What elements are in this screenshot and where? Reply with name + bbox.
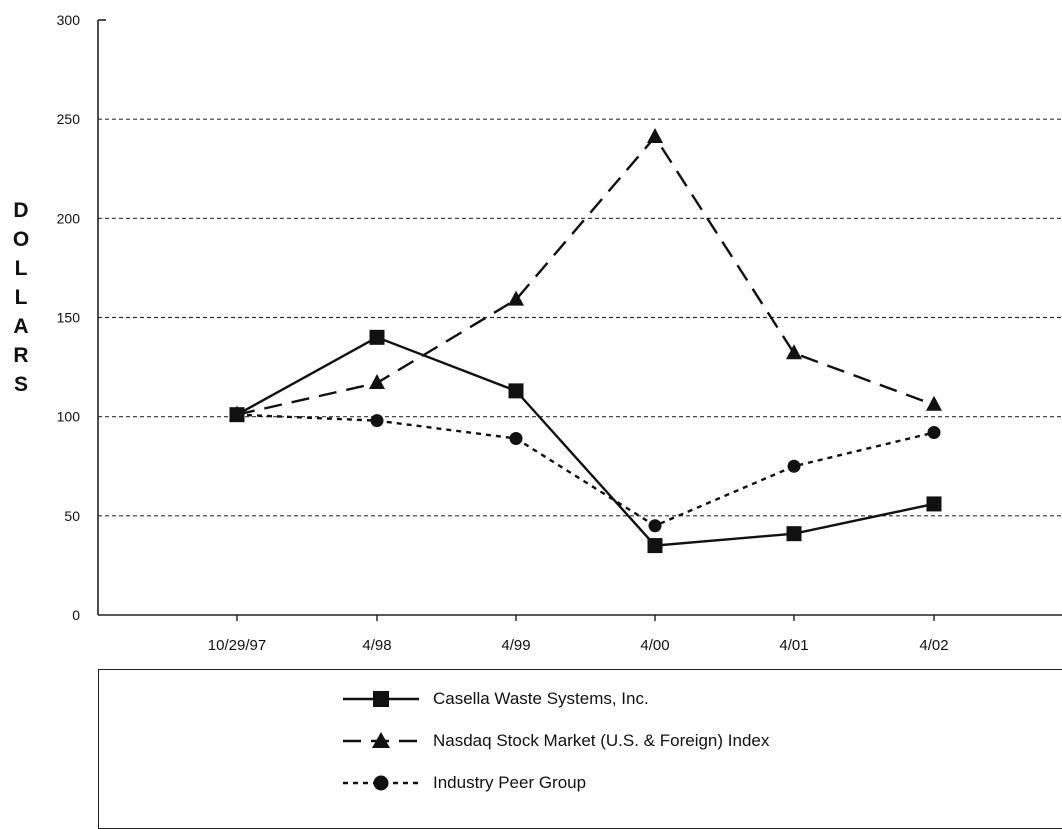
series-1-point-3 bbox=[647, 128, 663, 144]
series-0-point-4 bbox=[786, 526, 802, 542]
y-axis-label-letter: A bbox=[13, 315, 29, 338]
legend-label-nasdaq: Nasdaq Stock Market (U.S. & Foreign) Ind… bbox=[433, 731, 770, 750]
series-2-point-1 bbox=[370, 414, 384, 428]
x-tick-label-5: 4/02 bbox=[919, 637, 948, 654]
series-line-1 bbox=[236, 135, 935, 416]
legend-label-peer-group: Industry Peer Group bbox=[433, 773, 587, 792]
series-0-point-1 bbox=[369, 329, 385, 345]
line-chart: 0 50 100 150 200 250 300 10/29/97 4/98 4/99 4/00 4… bbox=[57, 12, 1062, 654]
series-1-point-5 bbox=[926, 395, 942, 411]
legend-swatch-triangle-dashed bbox=[343, 732, 419, 748]
series-1-point-2 bbox=[508, 290, 524, 306]
y-tick-label-250: 250 bbox=[57, 111, 81, 127]
series-2-point-4 bbox=[787, 459, 801, 473]
y-axis-label-letter: R bbox=[13, 344, 29, 367]
y-tick-label-200: 200 bbox=[57, 210, 81, 226]
gridlines bbox=[98, 118, 1062, 517]
y-axis-label-letter: L bbox=[14, 286, 28, 309]
legend-item-peer-group: Industry Peer Group bbox=[339, 768, 586, 798]
y-tick-label-150: 150 bbox=[57, 310, 81, 326]
y-axis-label-letter: L bbox=[14, 257, 28, 280]
series-1-point-4 bbox=[786, 344, 802, 360]
legend-item-casella: Casella Waste Systems, Inc. bbox=[339, 684, 649, 714]
y-axis-label-letter: O bbox=[12, 228, 30, 251]
x-tick-label-1: 4/98 bbox=[362, 637, 391, 654]
x-tick-label-0: 10/29/97 bbox=[208, 637, 266, 654]
series-layer bbox=[229, 128, 942, 554]
series-2-point-0 bbox=[230, 408, 244, 422]
legend-item-nasdaq: Nasdaq Stock Market (U.S. & Foreign) Ind… bbox=[339, 726, 769, 756]
series-2-point-3 bbox=[648, 519, 662, 533]
series-1-point-1 bbox=[369, 373, 385, 389]
series-0-point-2 bbox=[508, 383, 524, 399]
y-axis-label-letter: D bbox=[13, 199, 29, 222]
series-line-2 bbox=[236, 413, 935, 528]
series-line-0 bbox=[236, 336, 935, 547]
y-tick-labels: 0 50 100 150 200 250 300 bbox=[57, 12, 81, 623]
y-axis-label-letter: S bbox=[13, 373, 28, 396]
legend-label-casella: Casella Waste Systems, Inc. bbox=[433, 689, 649, 708]
x-tick-label-2: 4/99 bbox=[501, 637, 530, 654]
series-2-point-2 bbox=[509, 431, 523, 445]
legend-swatch-square-solid bbox=[343, 691, 419, 707]
legend-swatch-circle-dotted bbox=[343, 775, 419, 791]
series-0-point-3 bbox=[647, 538, 663, 554]
y-tick-label-300: 300 bbox=[57, 12, 81, 28]
legend: Casella Waste Systems, Inc. Nasdaq Stock… bbox=[98, 669, 1062, 829]
x-tick-labels: 10/29/97 4/98 4/99 4/00 4/01 4/02 bbox=[208, 615, 949, 654]
series-2-point-5 bbox=[927, 426, 941, 440]
x-tick-label-4: 4/01 bbox=[779, 637, 808, 654]
y-tick-label-100: 100 bbox=[57, 409, 81, 425]
y-tick-label-0: 0 bbox=[72, 607, 80, 623]
x-tick-label-3: 4/00 bbox=[640, 637, 669, 654]
axes bbox=[97, 19, 1062, 616]
series-0-point-5 bbox=[926, 496, 942, 512]
y-tick-label-50: 50 bbox=[64, 508, 80, 524]
